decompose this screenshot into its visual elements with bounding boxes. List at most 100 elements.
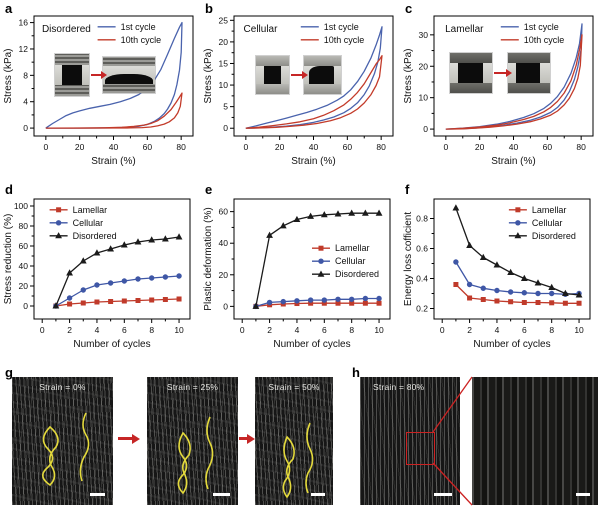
panel-label-c: c [405, 1, 413, 16]
svg-text:0: 0 [423, 124, 428, 134]
svg-text:8: 8 [149, 325, 154, 335]
svg-text:2: 2 [267, 325, 272, 335]
svg-text:Number of cycles: Number of cycles [73, 339, 150, 350]
svg-text:0: 0 [23, 123, 28, 133]
svg-text:1st cycle: 1st cycle [324, 22, 359, 32]
svg-text:0: 0 [240, 325, 245, 335]
scale-bar [434, 493, 452, 496]
panel-label-g: g [5, 365, 13, 380]
panel-f: f 0 2 4 6 8 10 0.2 0.4 0.6 0.8 Number of cycles Ene… [400, 175, 600, 365]
arrow-icon [118, 437, 132, 441]
svg-text:Cellular: Cellular [532, 218, 563, 228]
svg-text:4: 4 [95, 325, 100, 335]
panel-label-b: b [205, 1, 213, 16]
sem-label-strain-0: Strain = 0% [39, 382, 86, 392]
svg-text:Cellular: Cellular [244, 24, 279, 35]
svg-text:30: 30 [419, 30, 429, 40]
chart-b-stress-strain-cellular: 0 20 40 60 80 0 5 10 15 20 25 Strain (%) Stress (kPa… [203, 15, 394, 167]
svg-text:Lamellar: Lamellar [73, 205, 108, 215]
svg-text:15: 15 [219, 58, 229, 68]
panel-g-h-row: g Strain = 0% Strain = 25% Strain = 50% [0, 365, 600, 511]
svg-text:Number of cycles: Number of cycles [273, 339, 350, 350]
svg-text:4: 4 [23, 97, 28, 107]
panel-label-a: a [5, 1, 13, 16]
svg-text:Plastic deformation (%): Plastic deformation (%) [203, 207, 214, 310]
svg-text:1st cycle: 1st cycle [524, 22, 559, 32]
svg-text:10: 10 [374, 325, 384, 335]
svg-text:2: 2 [467, 325, 472, 335]
scale-bar [311, 493, 325, 496]
svg-text:Strain (%): Strain (%) [291, 156, 335, 167]
sem-image-strain-80-magnified [472, 377, 598, 505]
svg-text:8: 8 [549, 325, 554, 335]
svg-text:6: 6 [122, 325, 127, 335]
svg-text:20: 20 [475, 142, 485, 152]
arrow-icon [91, 73, 101, 77]
scale-bar [90, 493, 105, 496]
sem-label-strain-25: Strain = 25% [166, 382, 219, 392]
svg-text:40: 40 [219, 238, 229, 248]
svg-text:60: 60 [543, 142, 553, 152]
svg-text:10: 10 [219, 80, 229, 90]
svg-text:40: 40 [19, 261, 29, 271]
svg-text:Lamellar: Lamellar [335, 243, 370, 253]
sem-image-strain-80: Strain = 80% [360, 377, 460, 505]
sem-label-strain-50: Strain = 50% [268, 382, 320, 392]
arrow-icon [291, 73, 302, 77]
svg-text:10th cycle: 10th cycle [524, 35, 565, 45]
photo-sample-after-a [103, 57, 155, 93]
svg-text:10th cycle: 10th cycle [324, 35, 365, 45]
svg-text:5: 5 [223, 102, 228, 112]
svg-text:Number of cycles: Number of cycles [473, 339, 550, 350]
svg-text:6: 6 [522, 325, 527, 335]
yellow-trace-lines [282, 422, 314, 499]
svg-text:20: 20 [219, 37, 229, 47]
svg-text:20: 20 [219, 270, 229, 280]
svg-text:40: 40 [309, 142, 319, 152]
svg-text:Disordered: Disordered [73, 231, 117, 241]
svg-text:20: 20 [75, 142, 85, 152]
sem-image-strain-25: Strain = 25% [147, 377, 238, 505]
svg-text:40: 40 [509, 142, 519, 152]
svg-text:Stress reduction (%): Stress reduction (%) [3, 214, 14, 305]
svg-text:Cellular: Cellular [73, 218, 104, 228]
svg-text:10: 10 [419, 93, 429, 103]
svg-text:Strain (%): Strain (%) [491, 156, 535, 167]
svg-text:Lamellar: Lamellar [532, 205, 567, 215]
chart-f-energy-loss: 0 2 4 6 8 10 0.2 0.4 0.6 0.8 Number of cycles Energ… [403, 198, 591, 350]
scale-bar [576, 493, 590, 496]
svg-text:80: 80 [576, 142, 586, 152]
scale-bar [213, 493, 230, 496]
svg-text:20: 20 [275, 142, 285, 152]
panel-label-d: d [5, 182, 13, 197]
arrow-icon [239, 437, 247, 441]
svg-text:12: 12 [19, 44, 29, 54]
svg-text:80: 80 [376, 142, 386, 152]
svg-text:4: 4 [495, 325, 500, 335]
svg-text:0.2: 0.2 [416, 304, 428, 314]
svg-text:10th cycle: 10th cycle [121, 35, 162, 45]
yellow-trace-lines [177, 416, 214, 495]
panel-c: c 0 20 40 60 80 0 10 20 30 Strain (%) Stress (kPa)… [400, 0, 600, 172]
panel-d: d 0 2 4 6 8 10 0 20 40 60 80 100 Number of cycles Str… [0, 175, 200, 365]
svg-text:4: 4 [295, 325, 300, 335]
svg-text:0: 0 [223, 301, 228, 311]
svg-text:Stress (kPa): Stress (kPa) [3, 48, 14, 103]
panel-label-h: h [352, 365, 360, 380]
yellow-trace-lines [42, 412, 90, 487]
zoom-region-box [406, 432, 435, 465]
panel-label-f: f [405, 182, 410, 197]
svg-text:0: 0 [23, 301, 28, 311]
panel-b: b 0 20 40 60 80 0 5 10 15 20 25 Strain (%) Stress (k… [200, 0, 400, 172]
svg-text:0.6: 0.6 [416, 244, 428, 254]
svg-text:Stress (kPa): Stress (kPa) [203, 48, 214, 103]
svg-text:2: 2 [67, 325, 72, 335]
svg-text:25: 25 [219, 15, 229, 25]
svg-text:80: 80 [176, 142, 186, 152]
svg-text:Strain (%): Strain (%) [91, 156, 135, 167]
svg-text:0: 0 [223, 123, 228, 133]
svg-text:80: 80 [19, 221, 29, 231]
panel-label-e: e [205, 182, 213, 197]
svg-text:0: 0 [40, 325, 45, 335]
svg-text:0: 0 [443, 142, 448, 152]
